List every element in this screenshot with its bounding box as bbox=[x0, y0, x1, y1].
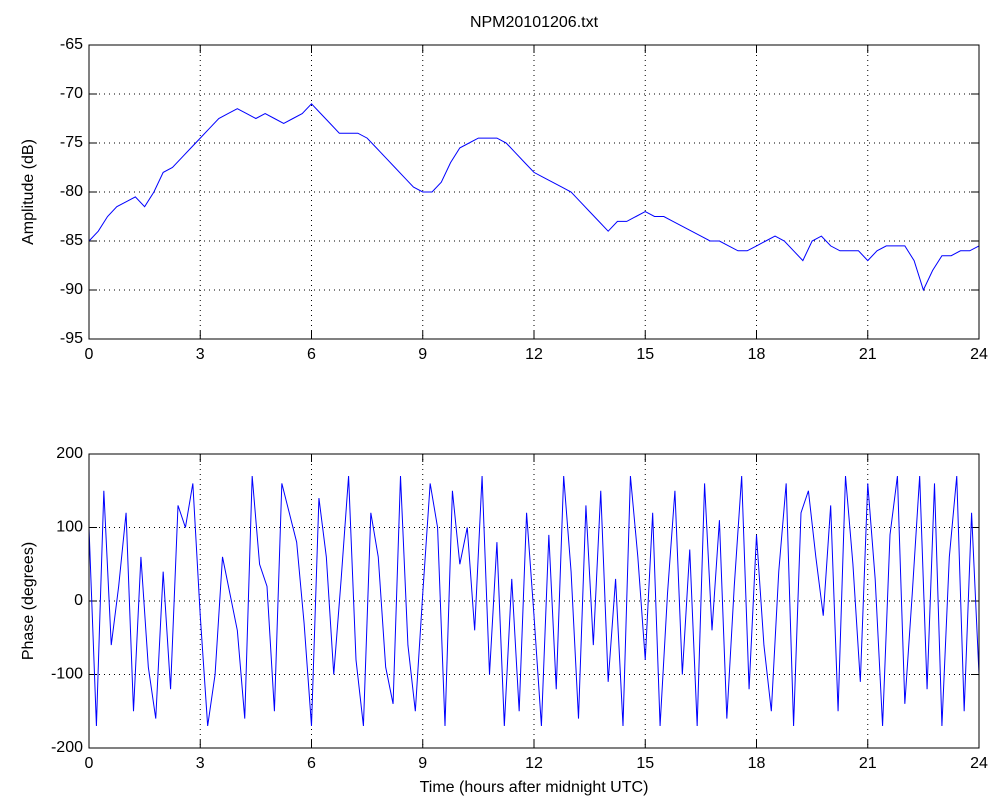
y-tick-label: -100 bbox=[51, 666, 83, 683]
x-tick-label: 9 bbox=[418, 346, 427, 363]
y-axis-label: Phase (degrees) bbox=[20, 542, 37, 660]
y-axis-label: Amplitude (dB) bbox=[20, 139, 37, 245]
x-tick-label: 3 bbox=[196, 755, 205, 772]
y-tick-label: -90 bbox=[60, 281, 83, 298]
y-tick-label: -65 bbox=[60, 36, 83, 53]
y-tick-label: -200 bbox=[51, 739, 83, 756]
x-tick-label: 9 bbox=[418, 755, 427, 772]
y-tick-label: -85 bbox=[60, 232, 83, 249]
x-tick-label: 15 bbox=[636, 346, 654, 363]
x-tick-label: 15 bbox=[636, 755, 654, 772]
chart-title: NPM20101206.txt bbox=[470, 14, 599, 31]
axes-frame bbox=[88, 44, 980, 340]
x-tick-label: 24 bbox=[970, 755, 988, 772]
y-tick-label: -70 bbox=[60, 85, 83, 102]
data-line bbox=[89, 103, 979, 292]
y-tick-label: 100 bbox=[56, 519, 83, 536]
x-tick-label: 12 bbox=[525, 755, 543, 772]
y-tick-label: 200 bbox=[56, 445, 83, 462]
x-tick-label: 24 bbox=[970, 346, 988, 363]
x-tick-label: 0 bbox=[85, 755, 94, 772]
x-tick-label: 6 bbox=[307, 346, 316, 363]
y-tick-label: 0 bbox=[74, 592, 83, 609]
x-tick-label: 3 bbox=[196, 346, 205, 363]
axes-frame bbox=[88, 453, 980, 749]
y-tick-label: -75 bbox=[60, 134, 83, 151]
x-tick-label: 6 bbox=[307, 755, 316, 772]
data-line bbox=[89, 475, 979, 727]
x-tick-label: 0 bbox=[85, 346, 94, 363]
x-tick-label: 21 bbox=[859, 346, 877, 363]
x-tick-label: 18 bbox=[748, 346, 766, 363]
y-tick-label: -80 bbox=[60, 183, 83, 200]
x-tick-label: 21 bbox=[859, 755, 877, 772]
x-axis-label: Time (hours after midnight UTC) bbox=[420, 779, 649, 796]
x-tick-label: 18 bbox=[748, 755, 766, 772]
x-tick-label: 12 bbox=[525, 346, 543, 363]
y-tick-label: -95 bbox=[60, 330, 83, 347]
